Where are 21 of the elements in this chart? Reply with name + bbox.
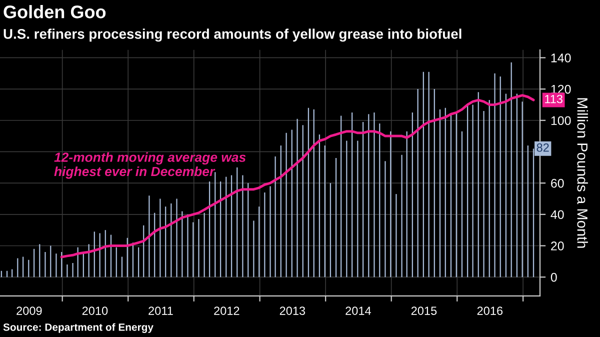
x-tick-label: 2014 xyxy=(346,306,371,315)
chart-subtitle: U.S. refiners processing record amounts of yellow grease into biofuel xyxy=(4,28,462,42)
y-axis-title: Million Pounds a Month xyxy=(577,98,588,248)
x-tick-label: 2016 xyxy=(477,306,503,315)
x-tick-label: 2012 xyxy=(214,306,240,315)
data-label: 113 xyxy=(545,94,562,104)
x-tick-label: 2010 xyxy=(82,306,108,315)
x-tick-label: 2013 xyxy=(280,306,306,315)
annotation: 12-month moving average was highest ever in December xyxy=(54,152,246,179)
x-tick-label: 2011 xyxy=(148,306,173,315)
y-tick-label: 0 xyxy=(550,272,557,282)
y-tick-label: 40 xyxy=(550,210,564,220)
chart-title: Golden Goo xyxy=(4,5,106,18)
y-tick-label: 100 xyxy=(551,116,571,126)
y-tick-label: 140 xyxy=(551,54,571,62)
x-tick-label: 2015 xyxy=(411,306,437,315)
y-tick-label: 60 xyxy=(551,178,564,188)
source-note: Source: Department of Energy xyxy=(3,323,154,333)
y-tick-label: 20 xyxy=(551,242,564,250)
x-tick-label: 2009 xyxy=(16,306,42,315)
data-label: 82 xyxy=(536,143,549,152)
